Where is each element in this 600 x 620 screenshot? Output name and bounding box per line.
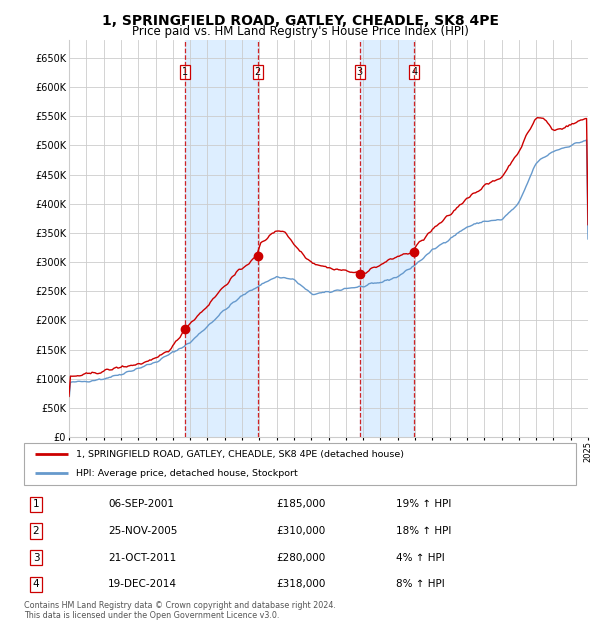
Text: 06-SEP-2001: 06-SEP-2001 <box>108 499 174 510</box>
Text: 21-OCT-2011: 21-OCT-2011 <box>108 552 176 563</box>
Text: 19% ↑ HPI: 19% ↑ HPI <box>396 499 451 510</box>
Bar <box>185 40 257 437</box>
Text: 2: 2 <box>32 526 40 536</box>
Text: 8% ↑ HPI: 8% ↑ HPI <box>396 579 445 590</box>
Text: £310,000: £310,000 <box>276 526 325 536</box>
Text: £318,000: £318,000 <box>276 579 325 590</box>
Bar <box>359 40 415 437</box>
Text: Contains HM Land Registry data © Crown copyright and database right 2024.
This d: Contains HM Land Registry data © Crown c… <box>24 601 336 620</box>
Text: 4% ↑ HPI: 4% ↑ HPI <box>396 552 445 563</box>
Text: 1, SPRINGFIELD ROAD, GATLEY, CHEADLE, SK8 4PE: 1, SPRINGFIELD ROAD, GATLEY, CHEADLE, SK… <box>101 14 499 28</box>
Text: HPI: Average price, detached house, Stockport: HPI: Average price, detached house, Stoc… <box>76 469 298 478</box>
Text: 1: 1 <box>32 499 40 510</box>
Text: 25-NOV-2005: 25-NOV-2005 <box>108 526 178 536</box>
Text: 19-DEC-2014: 19-DEC-2014 <box>108 579 177 590</box>
Text: 2: 2 <box>254 68 260 78</box>
Text: 3: 3 <box>356 68 363 78</box>
Text: 4: 4 <box>32 579 40 590</box>
Text: 1: 1 <box>182 68 188 78</box>
FancyBboxPatch shape <box>24 443 576 485</box>
Text: £280,000: £280,000 <box>276 552 325 563</box>
Text: 4: 4 <box>411 68 418 78</box>
Text: £185,000: £185,000 <box>276 499 325 510</box>
Text: 1, SPRINGFIELD ROAD, GATLEY, CHEADLE, SK8 4PE (detached house): 1, SPRINGFIELD ROAD, GATLEY, CHEADLE, SK… <box>76 450 404 459</box>
Text: Price paid vs. HM Land Registry's House Price Index (HPI): Price paid vs. HM Land Registry's House … <box>131 25 469 38</box>
Text: 18% ↑ HPI: 18% ↑ HPI <box>396 526 451 536</box>
Text: 3: 3 <box>32 552 40 563</box>
